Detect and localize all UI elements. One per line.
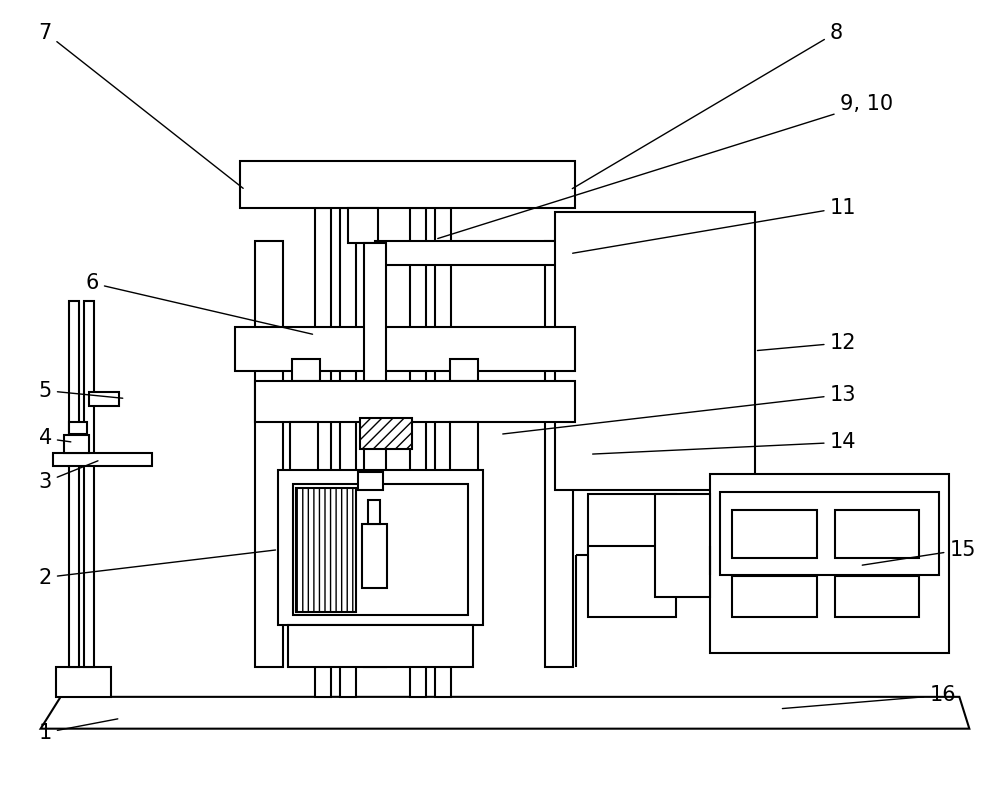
Text: 13: 13 — [503, 384, 856, 434]
Bar — [555, 211, 755, 490]
Text: 11: 11 — [573, 198, 856, 253]
Text: 15: 15 — [862, 540, 976, 565]
Bar — [710, 474, 949, 653]
Bar — [69, 300, 79, 666]
Bar — [410, 207, 426, 697]
Text: 9, 10: 9, 10 — [438, 94, 893, 238]
Text: 7: 7 — [39, 22, 243, 188]
Bar — [835, 510, 919, 558]
Text: 16: 16 — [782, 685, 956, 709]
Bar — [348, 207, 378, 243]
Polygon shape — [41, 697, 969, 728]
Bar — [732, 510, 817, 558]
Bar — [450, 422, 478, 474]
Bar — [340, 207, 356, 697]
Bar — [315, 207, 331, 697]
Text: 2: 2 — [39, 550, 276, 587]
Bar — [84, 300, 94, 666]
Bar — [732, 576, 817, 618]
Text: 8: 8 — [572, 22, 843, 189]
Bar — [362, 524, 387, 588]
Text: 12: 12 — [757, 333, 856, 353]
Bar — [56, 666, 111, 697]
Bar — [89, 392, 119, 406]
Bar — [64, 435, 89, 453]
Bar — [288, 626, 473, 666]
Bar — [240, 162, 575, 207]
Bar — [655, 494, 710, 598]
Bar — [588, 494, 676, 618]
Bar — [835, 576, 919, 618]
Bar — [255, 241, 283, 666]
Bar — [69, 422, 87, 434]
Text: 6: 6 — [86, 273, 313, 334]
Bar — [435, 207, 451, 697]
Bar — [375, 241, 570, 265]
Bar — [235, 327, 575, 371]
Bar — [290, 422, 318, 474]
Text: 4: 4 — [39, 428, 71, 448]
Bar — [720, 492, 939, 575]
Bar — [296, 489, 356, 612]
Bar — [358, 473, 383, 490]
Text: 3: 3 — [39, 461, 98, 492]
Bar — [293, 484, 468, 615]
Text: 5: 5 — [39, 380, 123, 401]
Bar — [368, 501, 380, 524]
Bar — [545, 241, 573, 666]
Bar — [278, 470, 483, 626]
Bar — [450, 359, 478, 381]
Bar — [255, 381, 575, 422]
Text: 14: 14 — [593, 432, 856, 454]
Bar — [360, 418, 412, 450]
Bar — [53, 453, 152, 466]
Text: 1: 1 — [39, 719, 118, 743]
Bar — [292, 359, 320, 381]
Bar — [364, 243, 386, 666]
